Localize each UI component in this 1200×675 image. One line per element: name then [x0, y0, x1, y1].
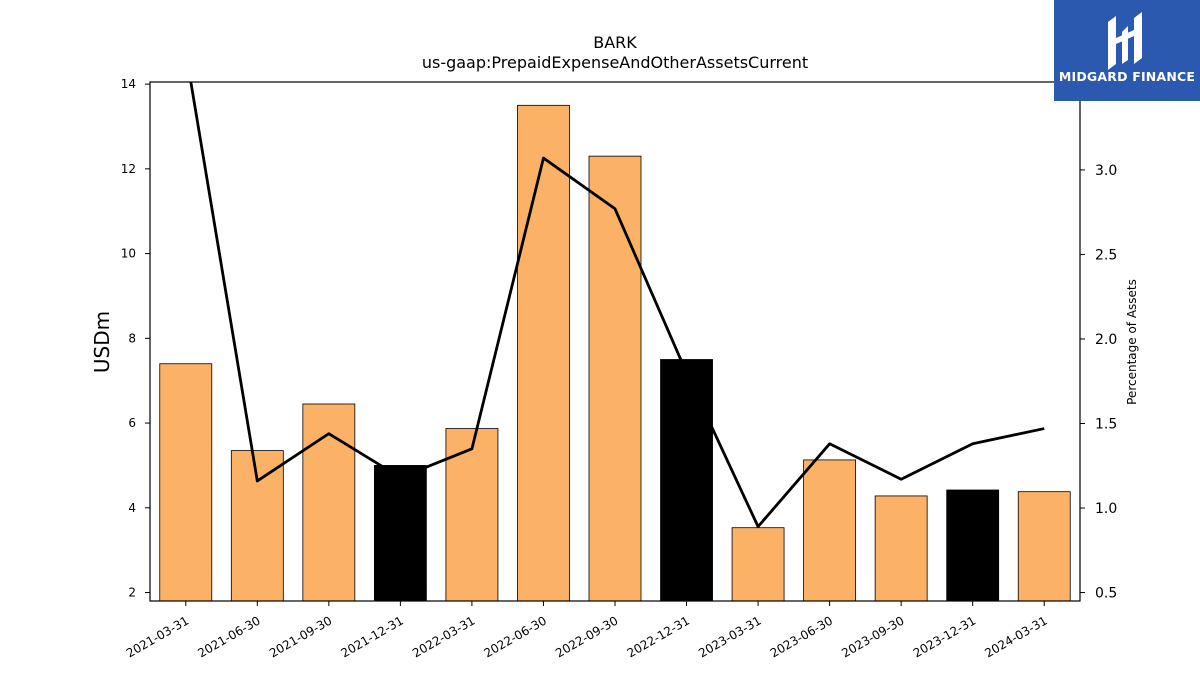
bar-2023-09-30: [874, 495, 928, 602]
y-axis-label: USDm: [90, 311, 114, 373]
y-tick-label-4: 4: [128, 501, 136, 515]
percentage-of-assets-line: [189, 82, 1045, 529]
x-tick-label-2022-06-30: 2022-06-30: [482, 613, 549, 660]
bar-2021-12-31: [373, 465, 427, 602]
y-tick-label-10: 10: [121, 247, 136, 261]
right-axis-ticks: 0.5 1.0 1.5 2.0 2.5 3.0: [1080, 163, 1117, 602]
logo-text: MIDGARD FINANCE: [1058, 69, 1196, 84]
y-tick-label-2: 2: [128, 586, 136, 600]
y2-tick-label-3: 3.0: [1095, 163, 1117, 179]
x-tick-label-2022-12-31: 2022-12-31: [625, 613, 692, 660]
bar-2024-03-31: [1017, 491, 1071, 602]
y2-axis-label: Percentage of Assets: [1125, 279, 1139, 405]
x-axis-ticks: 2021-03-31 2021-06-30 2021-09-30 2021-12-31…: [124, 601, 1050, 660]
x-tick-label-2022-03-31: 2022-03-31: [410, 613, 477, 660]
bar-2021-09-30: [302, 403, 356, 602]
y2-tick-label-1: 1.0: [1095, 501, 1117, 517]
x-tick-label-2021-09-30: 2021-09-30: [267, 613, 334, 660]
bars-group: [159, 104, 1071, 602]
bar-2022-09-30: [588, 155, 642, 602]
bar-2022-03-31: [445, 428, 499, 602]
bar-2022-06-30: [517, 104, 570, 602]
bar-2023-03-31: [731, 527, 785, 602]
x-tick-label-2021-12-31: 2021-12-31: [338, 613, 405, 660]
y2-tick-label-0.5: 0.5: [1095, 586, 1117, 602]
y2-tick-label-2.5: 2.5: [1095, 247, 1117, 263]
x-tick-label-2021-06-30: 2021-06-30: [195, 613, 262, 660]
x-tick-label-2022-09-30: 2022-09-30: [553, 613, 620, 660]
y2-tick-label-2: 2.0: [1095, 332, 1117, 348]
x-tick-label-2021-03-31: 2021-03-31: [124, 613, 191, 660]
bar-2023-12-31: [946, 489, 1000, 602]
logo-mark-icon: [1108, 12, 1142, 70]
chart-subtitle: us-gaap:PrepaidExpenseAndOtherAssetsCurr…: [422, 53, 808, 72]
bar-2022-12-31: [660, 359, 713, 602]
x-tick-label-2023-09-30: 2023-09-30: [839, 613, 906, 660]
x-tick-label-2024-03-31: 2024-03-31: [982, 613, 1049, 660]
chart-title: BARK: [593, 33, 637, 52]
y-tick-label-6: 6: [128, 416, 136, 430]
y-tick-label-8: 8: [128, 331, 136, 345]
y-tick-label-12: 12: [121, 162, 136, 176]
y2-tick-label-1.5: 1.5: [1095, 416, 1117, 432]
left-axis-ticks: 2 4 6 8 10 12 14: [121, 77, 150, 600]
line-group: [189, 82, 1045, 529]
midgard-finance-logo: MIDGARD FINANCE: [1054, 0, 1200, 101]
x-tick-label-2023-12-31: 2023-12-31: [911, 613, 978, 660]
bar-2021-03-31: [159, 363, 213, 602]
x-tick-label-2023-06-30: 2023-06-30: [768, 613, 835, 660]
x-tick-label-2023-03-31: 2023-03-31: [696, 613, 763, 660]
bar-2023-06-30: [803, 459, 857, 602]
y-tick-label-14: 14: [121, 77, 136, 91]
